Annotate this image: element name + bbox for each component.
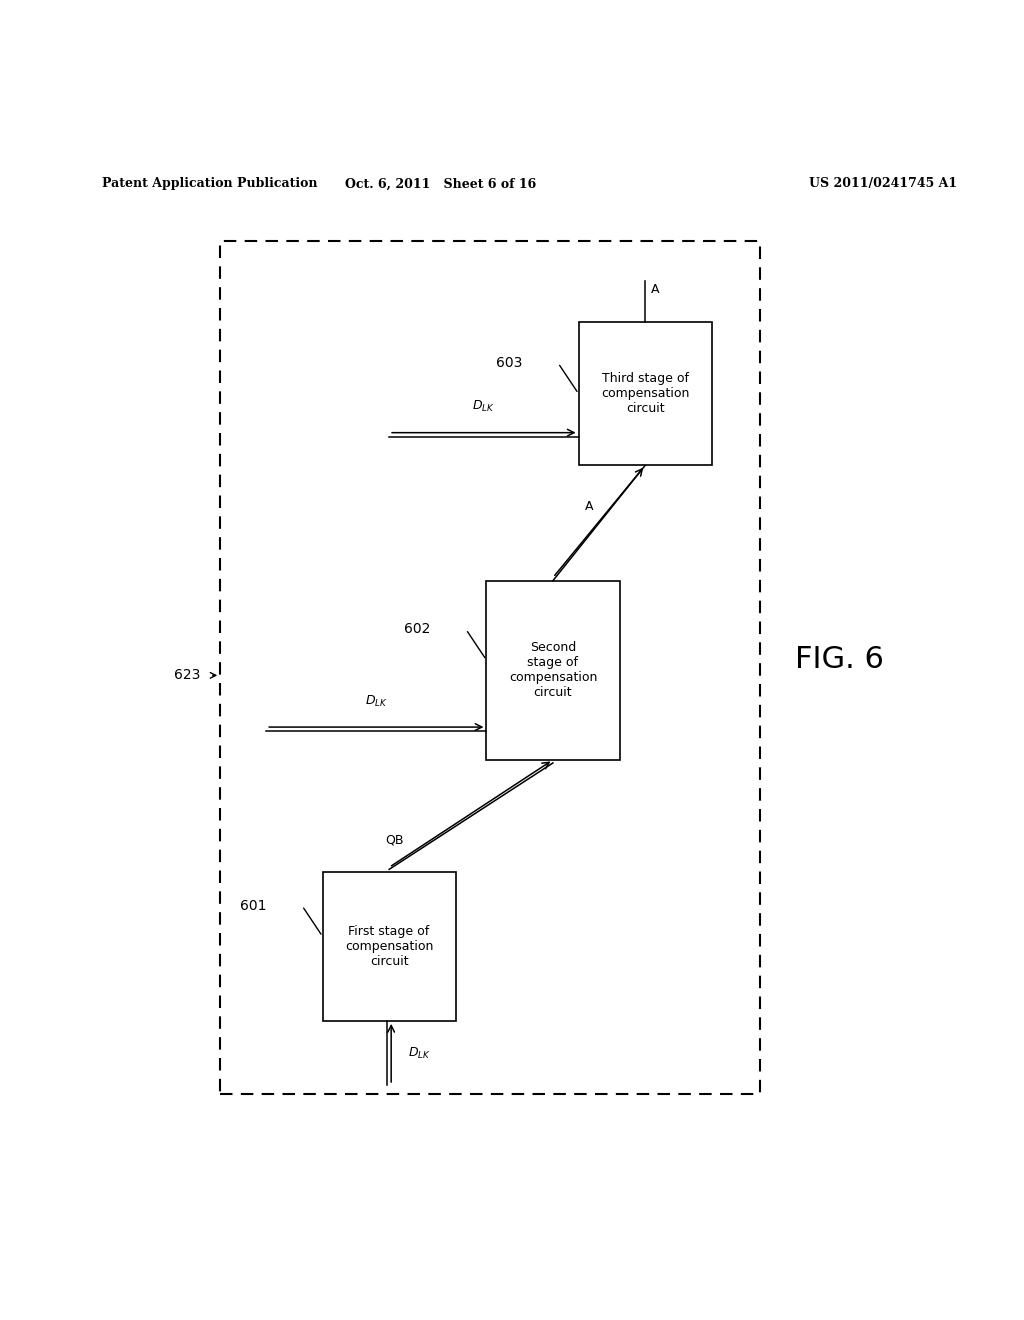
Text: $D_{LK}$: $D_{LK}$ (365, 693, 388, 709)
Text: $D_{LK}$: $D_{LK}$ (472, 399, 496, 414)
Text: 602: 602 (403, 622, 430, 636)
Text: Oct. 6, 2011   Sheet 6 of 16: Oct. 6, 2011 Sheet 6 of 16 (345, 177, 536, 190)
Text: FIG. 6: FIG. 6 (796, 645, 884, 675)
Text: QB: QB (385, 834, 403, 847)
Bar (486, 581, 620, 760)
Text: US 2011/0241745 A1: US 2011/0241745 A1 (809, 177, 957, 190)
Bar (323, 873, 456, 1020)
Text: Second
stage of
compensation
circuit: Second stage of compensation circuit (509, 642, 597, 700)
Bar (579, 322, 712, 466)
Text: Third stage of
compensation
circuit: Third stage of compensation circuit (601, 372, 689, 416)
Text: 601: 601 (240, 899, 266, 912)
Text: 603: 603 (496, 356, 522, 370)
Text: A: A (585, 500, 593, 512)
Text: A: A (651, 284, 659, 297)
Text: 623: 623 (174, 668, 201, 682)
Text: $D_{LK}$: $D_{LK}$ (408, 1045, 430, 1060)
Text: First stage of
compensation
circuit: First stage of compensation circuit (345, 925, 433, 969)
Text: Patent Application Publication: Patent Application Publication (102, 177, 317, 190)
